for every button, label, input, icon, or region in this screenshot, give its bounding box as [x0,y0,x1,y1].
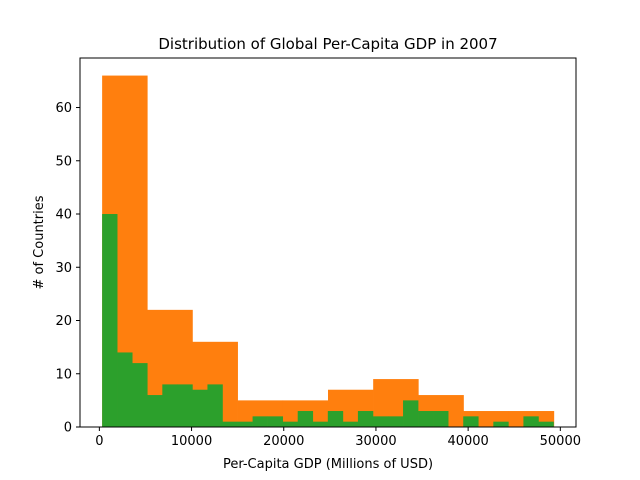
x-tick-label: 0 [95,434,103,449]
x-tick-label: 50000 [540,434,581,449]
y-tick-label: 60 [55,101,72,116]
histogram-bar-series2-bin1 [102,214,118,427]
histogram-bar-series2-bin20 [387,416,404,427]
histogram-bar-series2-bin7 [192,389,208,427]
histogram-bar-series2-bin10 [237,421,253,427]
histogram-bar-series2-bin27 [493,421,509,427]
histogram-bar-series2-bin2 [117,352,133,427]
y-axis-label: # of Countries [32,195,47,289]
histogram-bar-series2-bin8 [207,384,223,427]
x-tick-label: 30000 [355,434,396,449]
y-tick-label: 20 [55,314,72,329]
histogram-bar-series2-bin3 [132,363,148,427]
x-tick-label: 10000 [171,434,212,449]
y-tick-label: 30 [55,261,72,276]
histogram-bar-series2-bin17 [342,421,359,427]
histogram-bar-series2-bin6 [177,384,193,427]
plot-frame [79,57,577,428]
histogram-bar-series2-bin23 [433,411,449,427]
y-tick-label: 50 [55,154,72,169]
x-tick-label: 20000 [263,434,304,449]
ticks-layer: 0 10000 20000 30000 40000 50000 0 10 20 30 40 50 60 [55,101,581,449]
histogram-bar-series2-bin14 [297,411,314,427]
histogram-bar-series2-bin21 [403,400,419,427]
chart-title: Distribution of Global Per-Capita GDP in… [158,35,497,53]
y-tick-label: 10 [55,367,72,382]
histogram-bar-series2-bin30 [538,421,554,427]
x-axis-label: Per-Capita GDP (Millions of USD) [223,457,433,472]
y-tick-label: 0 [64,421,72,436]
histogram-bar-series2-bin18 [357,411,374,427]
bars-layer [102,75,555,428]
histogram-bar-series2-bin25 [463,416,479,427]
histogram-bar-series2-bin19 [372,416,389,427]
histogram-bar-series2-bin13 [282,421,299,427]
histogram-bar-series2-bin12 [267,416,283,427]
histogram-bar-series2-bin5 [162,384,178,427]
histogram-bar-series2-bin9 [222,421,238,427]
y-tick-label: 40 [55,208,72,223]
histogram-bar-series2-bin11 [252,416,268,427]
histogram-bar-series2-bin4 [147,395,163,427]
x-tick-label: 40000 [447,434,488,449]
histogram-bar-series2-bin29 [523,416,539,427]
histogram-bar-series2-bin22 [418,411,434,427]
histogram-bar-series2-bin15 [312,421,329,427]
histogram-bar-series2-bin16 [327,411,344,427]
